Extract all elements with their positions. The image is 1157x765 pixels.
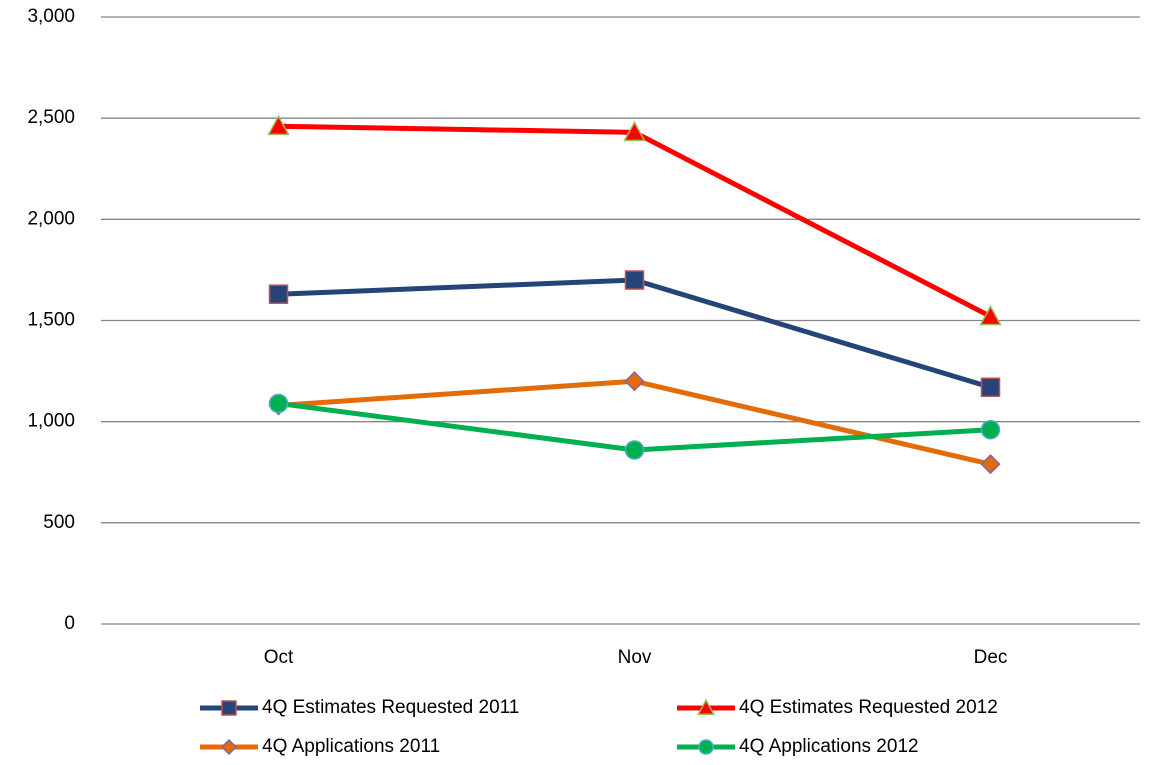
marker [980, 377, 1001, 398]
marker [623, 120, 646, 142]
y-tick-label: 500 [43, 512, 75, 533]
marker [624, 270, 645, 290]
y-tick-label: 1,500 [27, 310, 75, 331]
marker [268, 393, 289, 414]
marker [624, 371, 645, 392]
marker [979, 304, 1002, 326]
y-tick-label: 2,000 [27, 208, 75, 229]
legend-label: 4Q Estimates Requested 2011 [262, 697, 519, 718]
legend-label: 4Q Applications 2012 [739, 736, 919, 757]
marker [624, 440, 645, 460]
marker [221, 700, 237, 716]
marker [267, 114, 290, 136]
legend-label: 4Q Estimates Requested 2012 [739, 697, 998, 718]
x-tick-label: Nov [618, 647, 652, 668]
marker [268, 284, 289, 304]
marker [697, 698, 715, 716]
y-tick-label: 1,000 [27, 411, 75, 432]
marker [980, 420, 1001, 440]
marker [980, 454, 1001, 475]
y-tick-label: 0 [64, 613, 75, 634]
marker [220, 738, 238, 756]
marker [698, 739, 714, 755]
y-tick-label: 2,500 [27, 107, 75, 128]
x-tick-label: Dec [974, 647, 1008, 668]
y-tick-label: 3,000 [27, 6, 75, 27]
x-tick-label: Oct [264, 647, 294, 668]
legend-label: 4Q Applications 2011 [262, 736, 440, 757]
